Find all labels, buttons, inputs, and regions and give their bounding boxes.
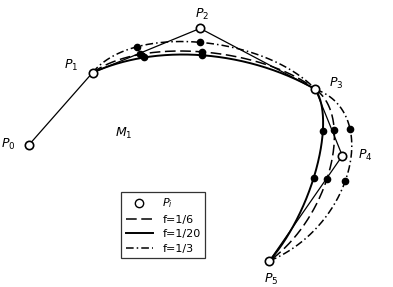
Legend: $P_i$, f=1/6, f=1/20, f=1/3: $P_i$, f=1/6, f=1/20, f=1/3 — [121, 192, 205, 258]
Text: $P_0$: $P_0$ — [1, 137, 15, 152]
Text: $P_4$: $P_4$ — [358, 148, 373, 163]
Text: $P_3$: $P_3$ — [329, 76, 344, 91]
Text: $P_5$: $P_5$ — [264, 272, 278, 287]
Text: $P_1$: $P_1$ — [64, 58, 79, 73]
Text: $M_1$: $M_1$ — [114, 126, 132, 141]
Text: $P_2$: $P_2$ — [195, 7, 209, 22]
